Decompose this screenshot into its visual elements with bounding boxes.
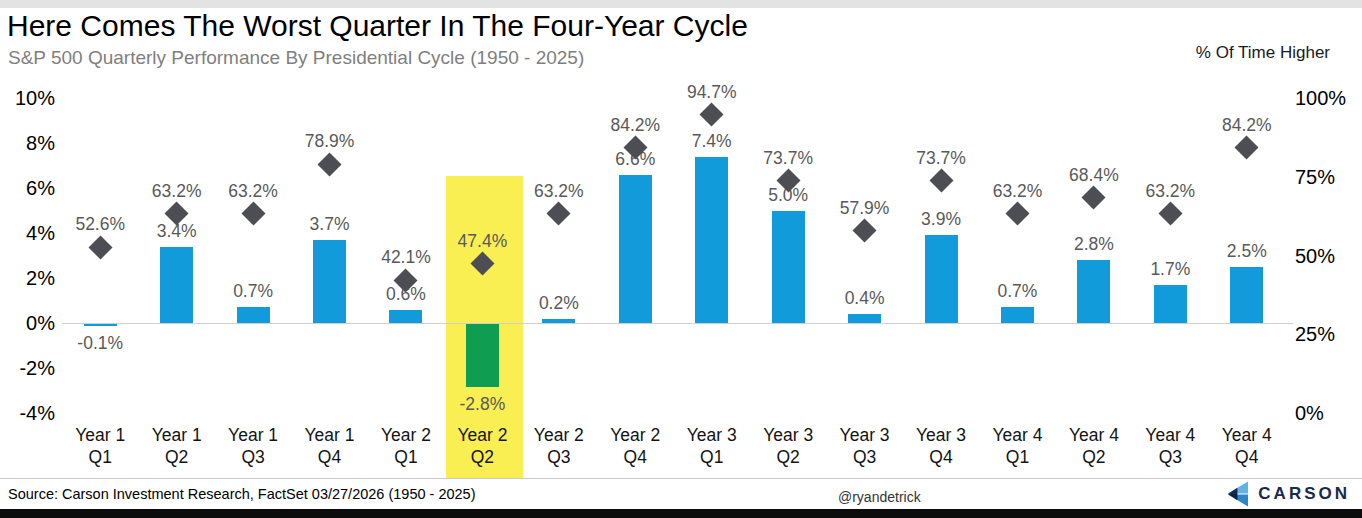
- bar-year1-q4: [313, 240, 346, 323]
- bar-year4-q1: [1001, 307, 1034, 323]
- zero-axis-line: [62, 323, 1293, 324]
- y-axis-tick-left: 2%: [0, 268, 55, 288]
- bar-value-label: 0.2%: [511, 293, 607, 313]
- diamond-marker: [88, 235, 112, 259]
- bar-year3-q4: [925, 235, 958, 323]
- diamond-value-label: 63.2%: [205, 181, 301, 201]
- plot-area: 10%8%6%4%2%0%-2%-4%100%75%50%25%0%-0.1%5…: [0, 0, 1362, 480]
- diamond-marker: [1158, 202, 1182, 226]
- bar-year1-q2: [160, 247, 193, 324]
- bar-value-label: 0.7%: [969, 281, 1065, 301]
- y-axis-tick-left: 8%: [0, 133, 55, 153]
- bar-year3-q3: [848, 314, 881, 323]
- bar-value-label: 0.4%: [817, 288, 913, 308]
- bar-year2-q4: [619, 175, 652, 324]
- bar-year2-q3: [542, 319, 575, 324]
- diamond-marker: [547, 202, 571, 226]
- carson-logo: CARSON: [1225, 481, 1350, 507]
- diamond-value-label: 63.2%: [1122, 181, 1218, 201]
- y-axis-tick-left: -2%: [0, 358, 55, 378]
- diamond-marker: [853, 219, 877, 243]
- diamond-value-label: 73.7%: [740, 148, 836, 168]
- carson-logo-icon: [1225, 481, 1248, 507]
- diamond-marker: [1082, 186, 1106, 210]
- bar-year2-q1: [389, 310, 422, 324]
- bar-value-label: 1.7%: [1122, 259, 1218, 279]
- bar-value-label: -0.1%: [52, 333, 148, 353]
- y-axis-tick-left: 10%: [0, 88, 55, 108]
- y-axis-tick-right: 0%: [1295, 403, 1355, 423]
- bar-value-label: 3.9%: [893, 209, 989, 229]
- diamond-value-label: 78.9%: [282, 131, 378, 151]
- footer-divider: [0, 478, 1362, 479]
- y-axis-tick-right: 100%: [1295, 88, 1355, 108]
- bar-value-label: 0.7%: [205, 281, 301, 301]
- bar-value-label: 2.8%: [1046, 234, 1142, 254]
- bar-year4-q3: [1154, 285, 1187, 323]
- diamond-marker: [1235, 136, 1259, 160]
- diamond-value-label: 63.2%: [511, 181, 607, 201]
- carson-logo-text: CARSON: [1258, 484, 1350, 504]
- bar-value-label: -2.8%: [434, 394, 530, 414]
- x-axis-label: Year 4Q4: [1199, 424, 1295, 468]
- y-axis-tick-right: 75%: [1295, 167, 1355, 187]
- chart-screenshot: Here Comes The Worst Quarter In The Four…: [0, 0, 1362, 518]
- diamond-value-label: 73.7%: [893, 148, 989, 168]
- source-text: Source: Carson Investment Research, Fact…: [8, 486, 475, 502]
- bar-year1-q3: [237, 307, 270, 323]
- y-axis-tick-right: 25%: [1295, 324, 1355, 344]
- diamond-value-label: 94.7%: [664, 82, 760, 102]
- bar-year3-q2: [772, 211, 805, 324]
- bar-year1-q1: [84, 324, 117, 326]
- bottom-black-bar: [0, 509, 1362, 518]
- diamond-marker: [700, 103, 724, 127]
- bar-year3-q1: [695, 157, 728, 324]
- y-axis-tick-left: -4%: [0, 403, 55, 423]
- bar-value-label: 3.7%: [282, 214, 378, 234]
- y-axis-tick-left: 6%: [0, 178, 55, 198]
- diamond-marker: [241, 202, 265, 226]
- y-axis-tick-left: 4%: [0, 223, 55, 243]
- y-axis-tick-left: 0%: [0, 313, 55, 333]
- diamond-marker: [929, 169, 953, 193]
- diamond-marker: [318, 152, 342, 176]
- bar-year2-q2: [466, 324, 499, 387]
- diamond-value-label: 47.4%: [434, 231, 530, 251]
- diamond-marker: [1005, 202, 1029, 226]
- bar-year4-q2: [1077, 260, 1110, 323]
- twitter-handle: @ryandetrick: [838, 489, 921, 505]
- diamond-value-label: 84.2%: [1199, 115, 1295, 135]
- bar-year4-q4: [1230, 267, 1263, 323]
- y-axis-tick-right: 50%: [1295, 246, 1355, 266]
- bar-value-label: 2.5%: [1199, 241, 1295, 261]
